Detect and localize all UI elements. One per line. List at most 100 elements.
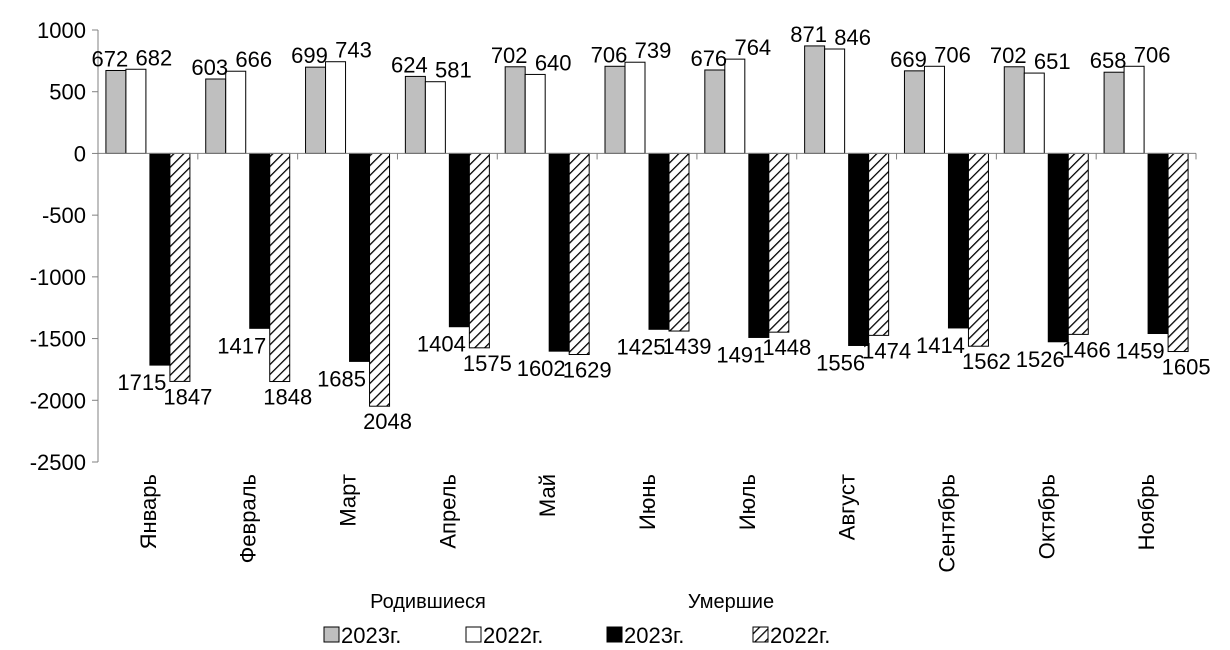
legend-label-3: 2022г. — [770, 623, 830, 648]
data-label-series-3-5: 1439 — [663, 334, 712, 359]
bar-series-2-0 — [149, 152, 171, 366]
bar-series-3-7 — [868, 152, 890, 336]
bar-series-3-3 — [468, 152, 490, 349]
y-tick-label: -1000 — [30, 265, 86, 290]
data-label-series-3-4: 1629 — [563, 357, 612, 382]
category-label-0: Январь — [136, 474, 161, 549]
data-label-series-0-3: 624 — [391, 52, 428, 77]
data-label-series-0-0: 672 — [92, 46, 129, 71]
data-label-series-0-7: 871 — [790, 22, 827, 47]
legend: 2023г. 2022г. 2023г. 2022г. — [323, 623, 830, 648]
bar-series-3-5 — [668, 152, 690, 332]
data-label-series-1-9: 651 — [1034, 49, 1071, 74]
bar-series-1-10 — [1123, 65, 1145, 154]
category-label-6: Июль — [735, 474, 760, 530]
data-label-series-0-6: 676 — [690, 46, 727, 71]
data-label-series-2-7: 1556 — [816, 350, 865, 375]
bar-series-0-2 — [305, 66, 327, 154]
bar-series-0-7 — [804, 45, 826, 154]
legend-swatch-2 — [606, 626, 623, 643]
category-label-1: Февраль — [236, 474, 261, 563]
bar-series-0-0 — [105, 69, 127, 154]
y-tick-label: 0 — [74, 141, 86, 166]
data-label-series-2-3: 1404 — [417, 332, 466, 357]
bar-series-0-8 — [903, 70, 925, 154]
bar-series-2-10 — [1147, 152, 1169, 335]
bar-series-1-3 — [424, 81, 446, 154]
data-label-series-0-2: 699 — [291, 43, 328, 68]
bar-series-0-10 — [1103, 71, 1125, 154]
group-label-deaths: Умершие — [688, 591, 774, 613]
data-label-series-0-5: 706 — [591, 42, 628, 67]
category-label-2: Март — [336, 474, 361, 527]
bar-series-2-9 — [1047, 152, 1069, 343]
y-tick-label: 500 — [49, 80, 86, 105]
data-label-series-1-8: 706 — [934, 42, 971, 67]
bar-series-2-3 — [448, 152, 470, 328]
y-tick-label: -2000 — [30, 388, 86, 413]
data-label-series-2-10: 1459 — [1116, 339, 1165, 364]
data-label-series-1-5: 739 — [635, 38, 672, 63]
legend-label-2: 2023г. — [624, 623, 684, 648]
data-label-series-2-4: 1602 — [517, 356, 566, 381]
data-label-series-2-8: 1414 — [916, 333, 965, 358]
category-label-4: Май — [535, 474, 560, 517]
data-label-series-3-6: 1448 — [762, 335, 811, 360]
category-label-7: Август — [835, 474, 860, 540]
bar-series-2-5 — [648, 152, 670, 330]
data-label-series-2-9: 1526 — [1016, 347, 1065, 372]
bar-series-3-10 — [1167, 152, 1189, 353]
data-label-series-1-0: 682 — [136, 45, 173, 70]
bar-series-2-8 — [947, 152, 969, 329]
bar-series-2-2 — [349, 152, 371, 362]
data-label-series-2-6: 1491 — [716, 342, 765, 367]
y-tick-label: -1500 — [30, 327, 86, 352]
y-tick-label: 1000 — [37, 18, 86, 43]
data-label-series-0-4: 702 — [491, 43, 528, 68]
data-label-series-0-9: 702 — [990, 43, 1027, 68]
bar-series-0-4 — [504, 66, 526, 154]
data-label-series-1-4: 640 — [535, 50, 572, 75]
legend-swatch-0 — [323, 626, 340, 643]
bar-series-3-0 — [169, 152, 191, 382]
category-label-3: Апрель — [435, 474, 460, 549]
category-label-5: Июнь — [635, 474, 660, 530]
bar-series-0-6 — [704, 69, 726, 154]
data-label-series-0-1: 603 — [191, 55, 228, 80]
group-label-births: Родившиеся — [370, 591, 486, 613]
category-label-10: Ноябрь — [1134, 474, 1159, 550]
y-tick-label: -2500 — [30, 450, 86, 475]
data-label-series-1-7: 846 — [834, 25, 871, 50]
category-labels: Январь Февраль Март Апрель Май Июнь Июль Август… — [136, 474, 1159, 573]
bar-series-3-6 — [768, 152, 790, 333]
legend-swatch-3 — [752, 626, 769, 643]
y-axis: 1000 500 0 -500 -1000 -1500 -2000 -2500 — [30, 18, 99, 475]
bar-series-0-3 — [404, 75, 426, 154]
bar-series-1-9 — [1023, 72, 1045, 154]
bar-series-3-1 — [269, 152, 291, 383]
category-label-9: Октябрь — [1034, 474, 1059, 559]
data-label-series-3-10: 1605 — [1162, 355, 1211, 380]
data-label-series-1-3: 581 — [435, 58, 472, 83]
data-label-series-2-0: 1715 — [117, 370, 166, 395]
data-label-series-2-2: 1685 — [317, 366, 366, 391]
bar-series-1-0 — [125, 68, 147, 154]
data-label-series-3-9: 1466 — [1062, 337, 1111, 362]
category-label-8: Сентябрь — [934, 474, 959, 573]
bar-series-2-1 — [249, 152, 271, 329]
data-label-series-1-6: 764 — [734, 35, 771, 60]
bar-series-1-4 — [524, 73, 546, 154]
bar-series-1-1 — [225, 70, 247, 154]
bar-series-0-1 — [205, 78, 227, 154]
legend-label-1: 2022г. — [483, 623, 543, 648]
bar-series-1-2 — [325, 61, 347, 154]
data-labels: 672 603 699 624 702 706 676 871 669 702 658 682 666 7… — [92, 22, 1211, 434]
bar-series-3-8 — [967, 152, 989, 347]
data-label-series-3-3: 1575 — [463, 351, 512, 376]
bar-series-2-6 — [748, 152, 770, 338]
legend-swatch-1 — [465, 626, 482, 643]
bar-series-1-5 — [624, 61, 646, 154]
data-label-series-0-8: 669 — [890, 47, 927, 72]
y-tick-label: -500 — [42, 203, 86, 228]
